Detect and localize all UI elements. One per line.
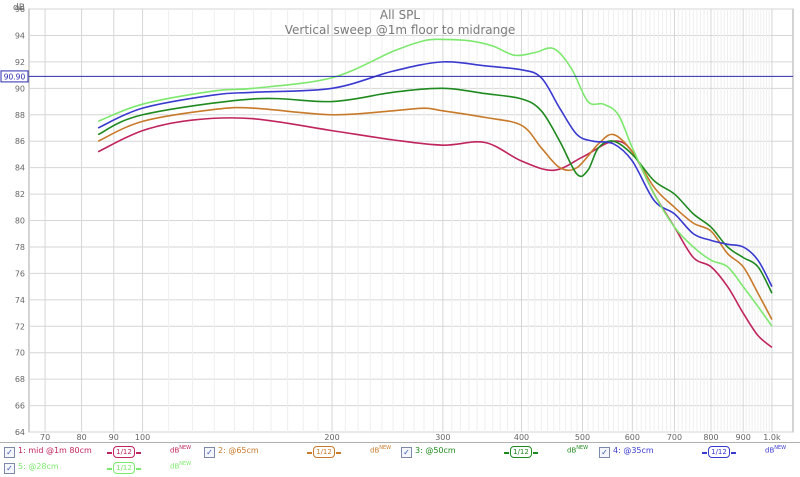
series-2-db-label: dB <box>370 446 380 455</box>
grid <box>29 8 793 433</box>
x-tick-label: 1.0k <box>763 433 781 442</box>
series-3-checkbox[interactable]: ✓ <box>401 447 412 458</box>
y-tick-label: 94 <box>15 31 25 40</box>
series-4-db-new[interactable]: dBNEW <box>765 445 786 454</box>
series-4-name: 4: @35cm <box>613 446 654 455</box>
series-2-smoothing-button[interactable]: 1/12 <box>307 446 341 458</box>
y-tick-label: 74 <box>15 296 25 305</box>
series-2-db-sup: NEW <box>379 445 392 451</box>
x-tick-label: 700 <box>667 433 682 442</box>
y-axis: 64 66 68 70 72 74 76 78 80 82 84 86 88 90 92 94 96 <box>15 5 25 437</box>
y-tick-label: 90 <box>15 84 25 93</box>
series-5-line <box>97 38 773 327</box>
series-4-smoothing-button[interactable]: 1/12 <box>702 446 736 458</box>
y-tick-label: 78 <box>15 243 25 252</box>
x-tick-label: 500 <box>575 433 590 442</box>
y-tick-label: 72 <box>15 322 25 331</box>
series-1-line <box>97 117 773 349</box>
x-tick-label: 300 <box>435 433 450 442</box>
series-3-line <box>97 87 773 294</box>
series-5-smoothing-button[interactable]: 1/12 <box>107 462 141 474</box>
series-1-smoothing-button[interactable]: 1/12 <box>107 446 141 458</box>
series-4-line <box>97 60 773 287</box>
cursor[interactable]: 90.901.294 kHz <box>0 9 800 442</box>
series-4-checkbox[interactable]: ✓ <box>599 447 610 458</box>
series-4-db-sup: NEW <box>774 445 787 451</box>
y-tick-label: 66 <box>15 402 25 411</box>
series-3-smoothing-button[interactable]: 1/12 <box>504 446 538 458</box>
series-1-db-new[interactable]: dBNEW <box>170 445 191 454</box>
y-tick-label: 88 <box>15 111 25 120</box>
x-tick-label: 800 <box>703 433 718 442</box>
series-2-checkbox[interactable]: ✓ <box>204 447 215 458</box>
chart-title: All SPL <box>379 8 421 22</box>
series-2-line <box>97 106 773 321</box>
x-tick-label: 90 <box>109 433 119 442</box>
x-tick-label: 600 <box>625 433 640 442</box>
y-tick-label: 76 <box>15 269 25 278</box>
y-tick-label: 96 <box>15 5 25 14</box>
y-tick-label: 82 <box>15 190 25 199</box>
chart-subtitle: Vertical sweep @1m floor to midrange <box>284 23 516 37</box>
series-2-name: 2: @65cm <box>218 446 259 455</box>
series-1-name: 1: mid @1m 80cm <box>18 446 92 455</box>
y-tick-label: 84 <box>15 164 25 173</box>
series-3-db-new[interactable]: dBNEW <box>567 445 588 454</box>
y-tick-label: 70 <box>15 349 25 358</box>
x-axis: 70 80 90 100 200 300 400 500 600 700 800 900 1.0k <box>40 433 781 442</box>
cursor-y-readout-box <box>0 70 29 83</box>
series-1-db-sup: NEW <box>179 445 192 451</box>
y-tick-label: 64 <box>15 428 25 437</box>
series-5-db-label: dB <box>170 462 180 471</box>
y-axis-label: dB <box>13 3 25 13</box>
series-3-db-sup: NEW <box>576 445 589 451</box>
legend: ✓ 1: mid @1m 80cm 1/12 dBNEW ✓ 2: @65cm … <box>0 442 800 477</box>
series-4-db-label: dB <box>765 446 775 455</box>
y-tick-label: 80 <box>15 217 25 226</box>
x-tick-label: 70 <box>40 433 50 442</box>
series-5-db-sup: NEW <box>179 461 192 467</box>
series-5-db-new[interactable]: dBNEW <box>170 461 191 470</box>
x-tick-label: 400 <box>514 433 529 442</box>
series-2-db-new[interactable]: dBNEW <box>370 445 391 454</box>
y-tick-label: 68 <box>15 375 25 384</box>
series-1-db-label: dB <box>170 446 180 455</box>
series-5-name: 5: @28cm <box>18 462 59 471</box>
cursor-y-readout: 90.90 <box>4 72 26 81</box>
x-tick-label: 100 <box>135 433 150 442</box>
y-tick-label: 92 <box>15 58 25 67</box>
x-tick-label: 900 <box>736 433 751 442</box>
x-tick-label: 200 <box>324 433 339 442</box>
series-5-checkbox[interactable]: ✓ <box>4 463 15 474</box>
series-1-checkbox[interactable]: ✓ <box>4 447 15 458</box>
series-group <box>97 38 773 349</box>
series-3-db-label: dB <box>567 446 577 455</box>
x-tick-label: 80 <box>76 433 86 442</box>
y-tick-label: 86 <box>15 137 25 146</box>
series-3-name: 3: @50cm <box>415 446 456 455</box>
